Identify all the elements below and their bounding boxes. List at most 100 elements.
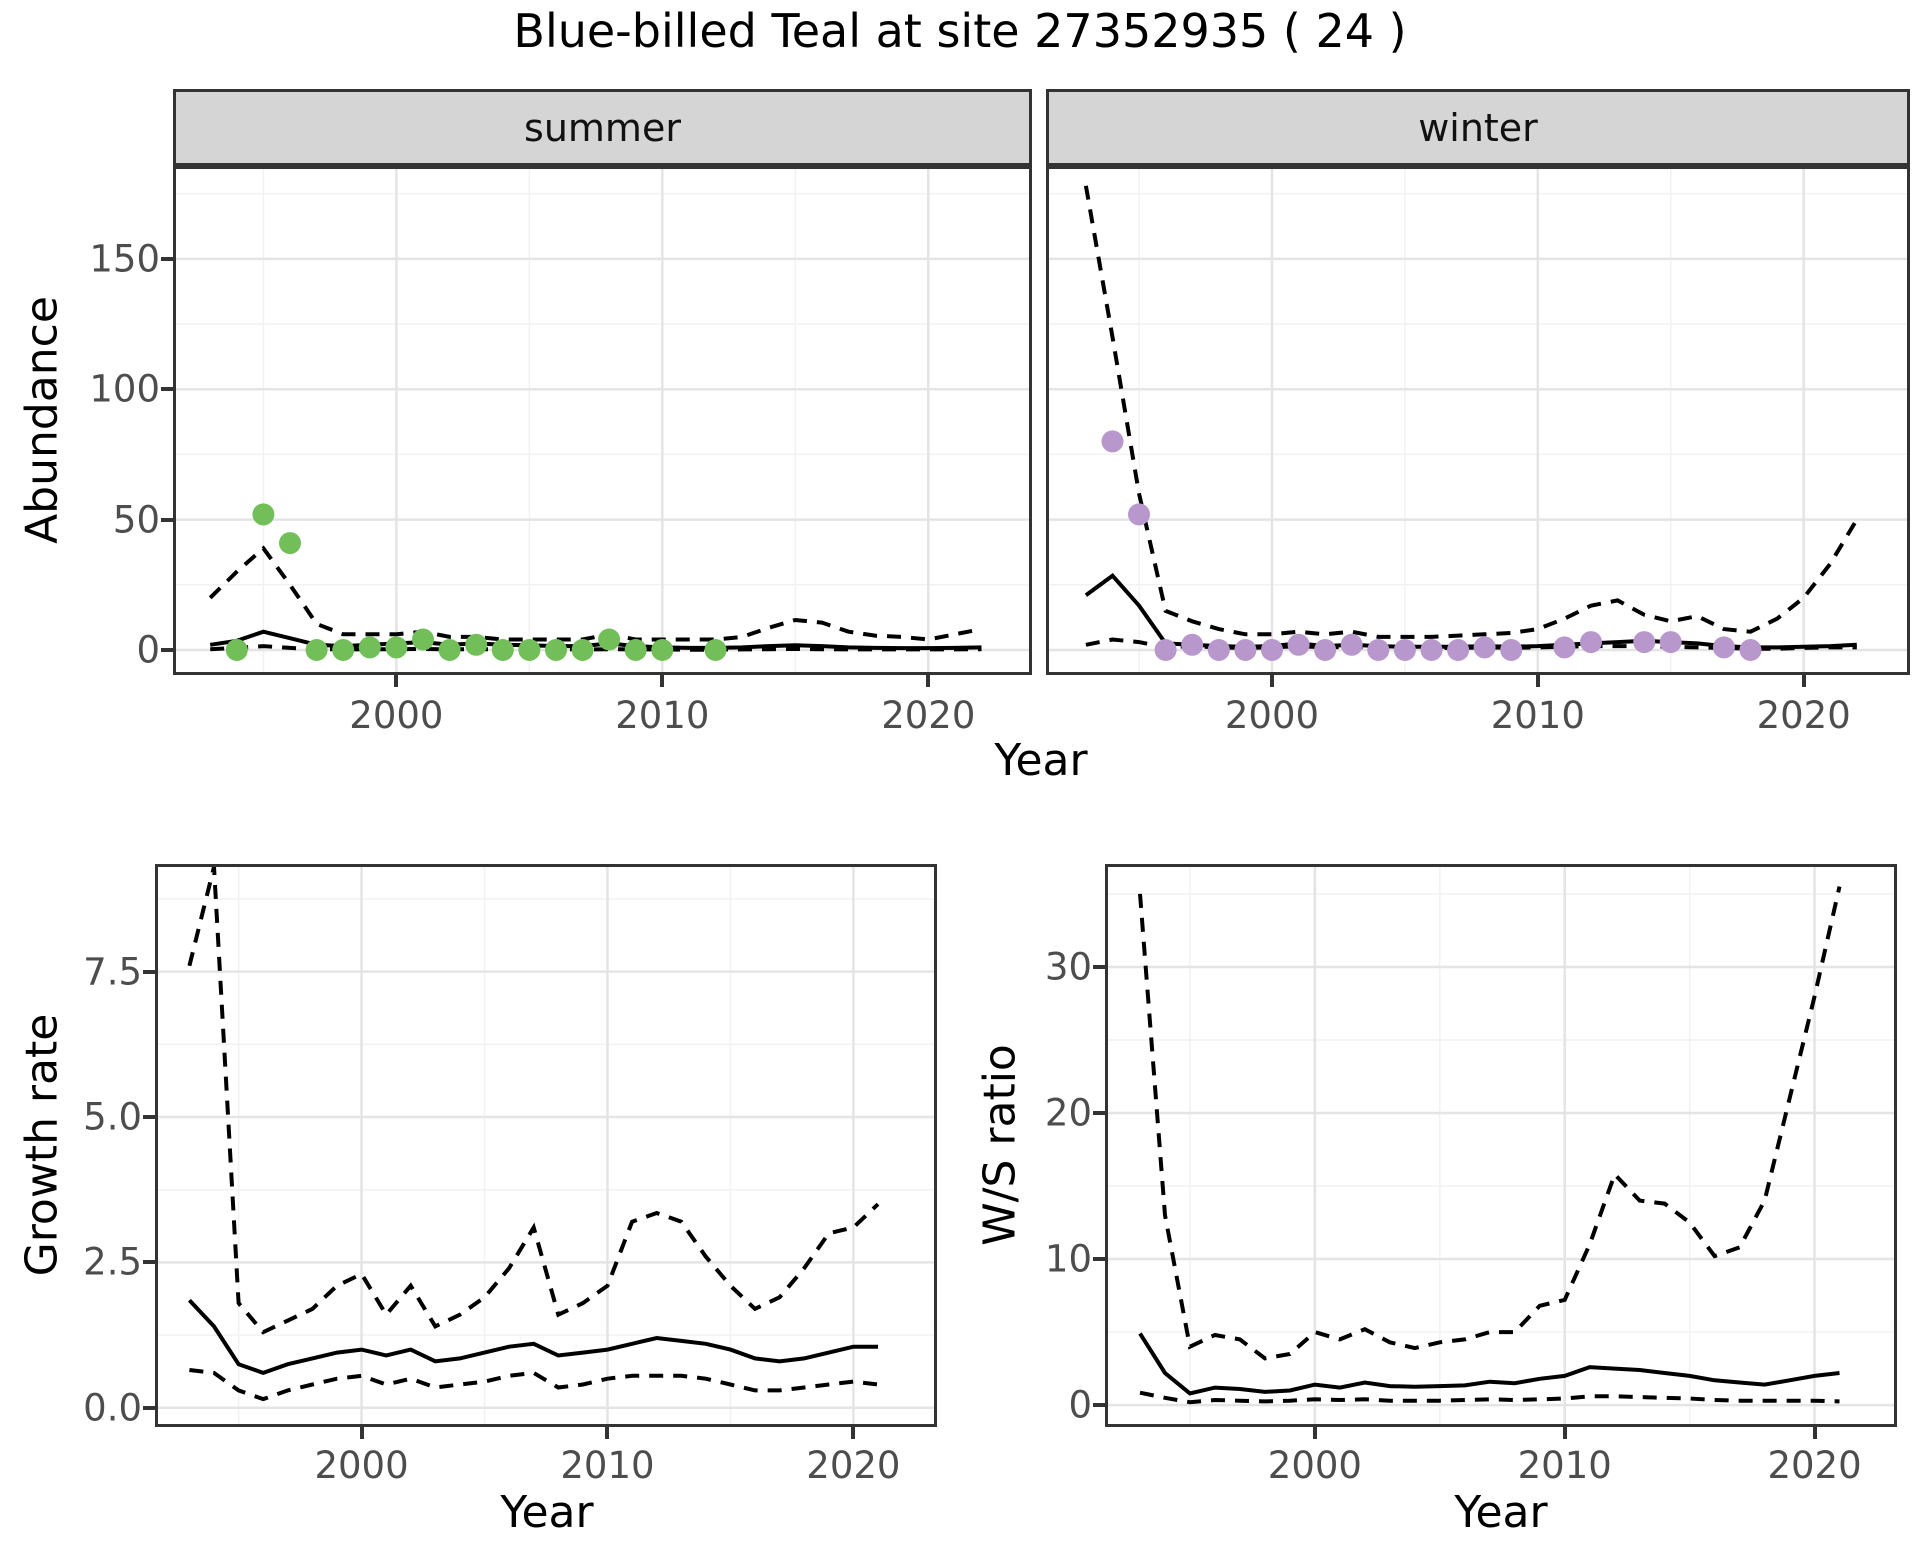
x-tick-label: 2020	[806, 1444, 901, 1487]
abundance-winter-observed-point	[1553, 636, 1576, 659]
y-tick-label: 0	[136, 628, 160, 672]
abundance-summer-observed-point	[545, 639, 567, 661]
y-tick-label: 7.5	[83, 950, 142, 994]
abundance-summer-observed-point	[332, 639, 355, 661]
abundance-winter-observed-point	[1207, 639, 1230, 661]
x-axis-title-ws-ratio: Year	[1454, 1487, 1548, 1538]
abundance-summer-observed-point	[518, 639, 541, 661]
y-tick-mark	[1093, 964, 1105, 969]
y-tick-label: 20	[1044, 1091, 1092, 1135]
x-tick-mark	[1269, 675, 1274, 687]
abundance-winter-upper-ci-line	[1083, 185, 1859, 639]
ws-ratio-median-fit-line	[1138, 1332, 1840, 1396]
abundance-winter-observed-point	[1101, 430, 1124, 453]
y-tick-mark	[1093, 1111, 1105, 1115]
abundance-summer-plot	[173, 166, 1032, 675]
abundance-winter-observed-point	[1261, 639, 1283, 661]
ws-ratio-lower-ci-line	[1139, 1390, 1840, 1405]
y-tick-mark	[1093, 1403, 1105, 1408]
growth-rate-upper-ci-line	[187, 866, 880, 1335]
abundance-summer-observed-point	[252, 503, 275, 526]
y-tick-label: 30	[1044, 945, 1092, 989]
abundance-summer-observed-point	[465, 633, 488, 656]
x-tick-label: 2010	[560, 1444, 655, 1487]
abundance-summer-observed-point	[598, 628, 621, 651]
ws-ratio-upper-ci-line	[1138, 886, 1842, 1361]
y-tick-mark	[143, 969, 155, 974]
abundance-summer-observed-point	[305, 639, 328, 661]
y-tick-label: 50	[112, 498, 160, 542]
abundance-winter-observed-point	[1500, 639, 1523, 661]
abundance-summer-observed-point	[624, 639, 647, 661]
y-tick-label: 150	[89, 237, 160, 281]
y-tick-label: 10	[1044, 1237, 1092, 1281]
x-tick-label: 2020	[881, 694, 976, 737]
y-tick-mark	[143, 1260, 155, 1265]
growth-rate-plot	[155, 864, 937, 1427]
panel-border	[1046, 166, 1910, 675]
y-tick-mark	[161, 256, 173, 261]
growth-rate-lower-ci-line	[189, 1368, 879, 1402]
abundance-winter-observed-point	[1739, 639, 1762, 661]
facet-strip-summer-label: summer	[524, 105, 681, 150]
facet-strip-winter: winter	[1046, 89, 1910, 166]
abundance-summer-observed-point	[358, 636, 381, 659]
abundance-summer-observed-point	[651, 639, 674, 661]
abundance-winter-observed-point	[1128, 503, 1150, 526]
facet-strip-winter-label: winter	[1418, 105, 1538, 150]
abundance-winter-median-fit-line	[1084, 573, 1857, 650]
x-axis-title-growth-rate: Year	[500, 1487, 594, 1538]
y-tick-mark	[143, 1115, 155, 1119]
x-tick-mark	[660, 675, 665, 687]
x-tick-label: 2010	[1490, 694, 1585, 737]
x-tick-mark	[605, 1427, 610, 1439]
abundance-summer-observed-point	[225, 639, 248, 661]
abundance-winter-observed-point	[1580, 631, 1602, 654]
y-tick-label: 5.0	[83, 1095, 142, 1139]
x-tick-label: 2000	[1224, 694, 1320, 737]
abundance-winter-observed-point	[1420, 639, 1443, 661]
x-tick-mark	[1562, 1427, 1567, 1439]
y-tick-label: 0.0	[83, 1386, 142, 1430]
x-axis-title-top: Year	[994, 735, 1088, 786]
x-tick-label: 2000	[349, 694, 444, 737]
abundance-winter-observed-point	[1154, 639, 1177, 661]
facet-strip-summer: summer	[173, 89, 1032, 166]
abundance-winter-observed-point	[1473, 636, 1496, 659]
y-tick-mark	[161, 647, 173, 652]
abundance-winter-observed-point	[1234, 639, 1257, 661]
x-tick-mark	[1312, 1427, 1317, 1439]
abundance-winter-observed-point	[1712, 636, 1735, 659]
abundance-summer-upper-ci-line	[208, 545, 982, 642]
x-tick-mark	[1535, 675, 1540, 687]
abundance-summer-observed-point	[385, 636, 408, 659]
abundance-winter-observed-point	[1181, 633, 1204, 656]
abundance-summer-observed-point	[704, 639, 727, 661]
panel-border	[173, 166, 1032, 675]
abundance-winter-observed-point	[1287, 633, 1310, 656]
x-tick-mark	[1812, 1427, 1817, 1439]
x-tick-mark	[926, 675, 931, 687]
x-tick-label: 2000	[1267, 1444, 1362, 1487]
y-tick-label: 0	[1068, 1383, 1092, 1427]
abundance-winter-observed-point	[1367, 639, 1390, 661]
y-tick-label: 2.5	[83, 1240, 142, 1284]
y-tick-mark	[143, 1405, 155, 1410]
y-tick-label: 100	[89, 367, 160, 411]
x-tick-label: 2020	[1756, 694, 1851, 737]
x-tick-mark	[1801, 675, 1806, 687]
x-tick-mark	[851, 1427, 856, 1439]
abundance-summer-observed-point	[491, 639, 514, 661]
abundance-winter-observed-point	[1659, 631, 1682, 654]
x-tick-label: 2000	[314, 1444, 409, 1487]
abundance-summer-observed-point	[571, 639, 594, 661]
abundance-winter-observed-point	[1447, 639, 1470, 661]
y-tick-mark	[161, 387, 173, 392]
abundance-winter-observed-point	[1314, 639, 1337, 661]
abundance-winter-observed-point	[1393, 639, 1416, 661]
abundance-summer-observed-point	[438, 639, 461, 661]
ws-ratio-plot	[1105, 864, 1897, 1427]
y-tick-mark	[1093, 1257, 1105, 1262]
abundance-winter-observed-point	[1340, 633, 1363, 656]
